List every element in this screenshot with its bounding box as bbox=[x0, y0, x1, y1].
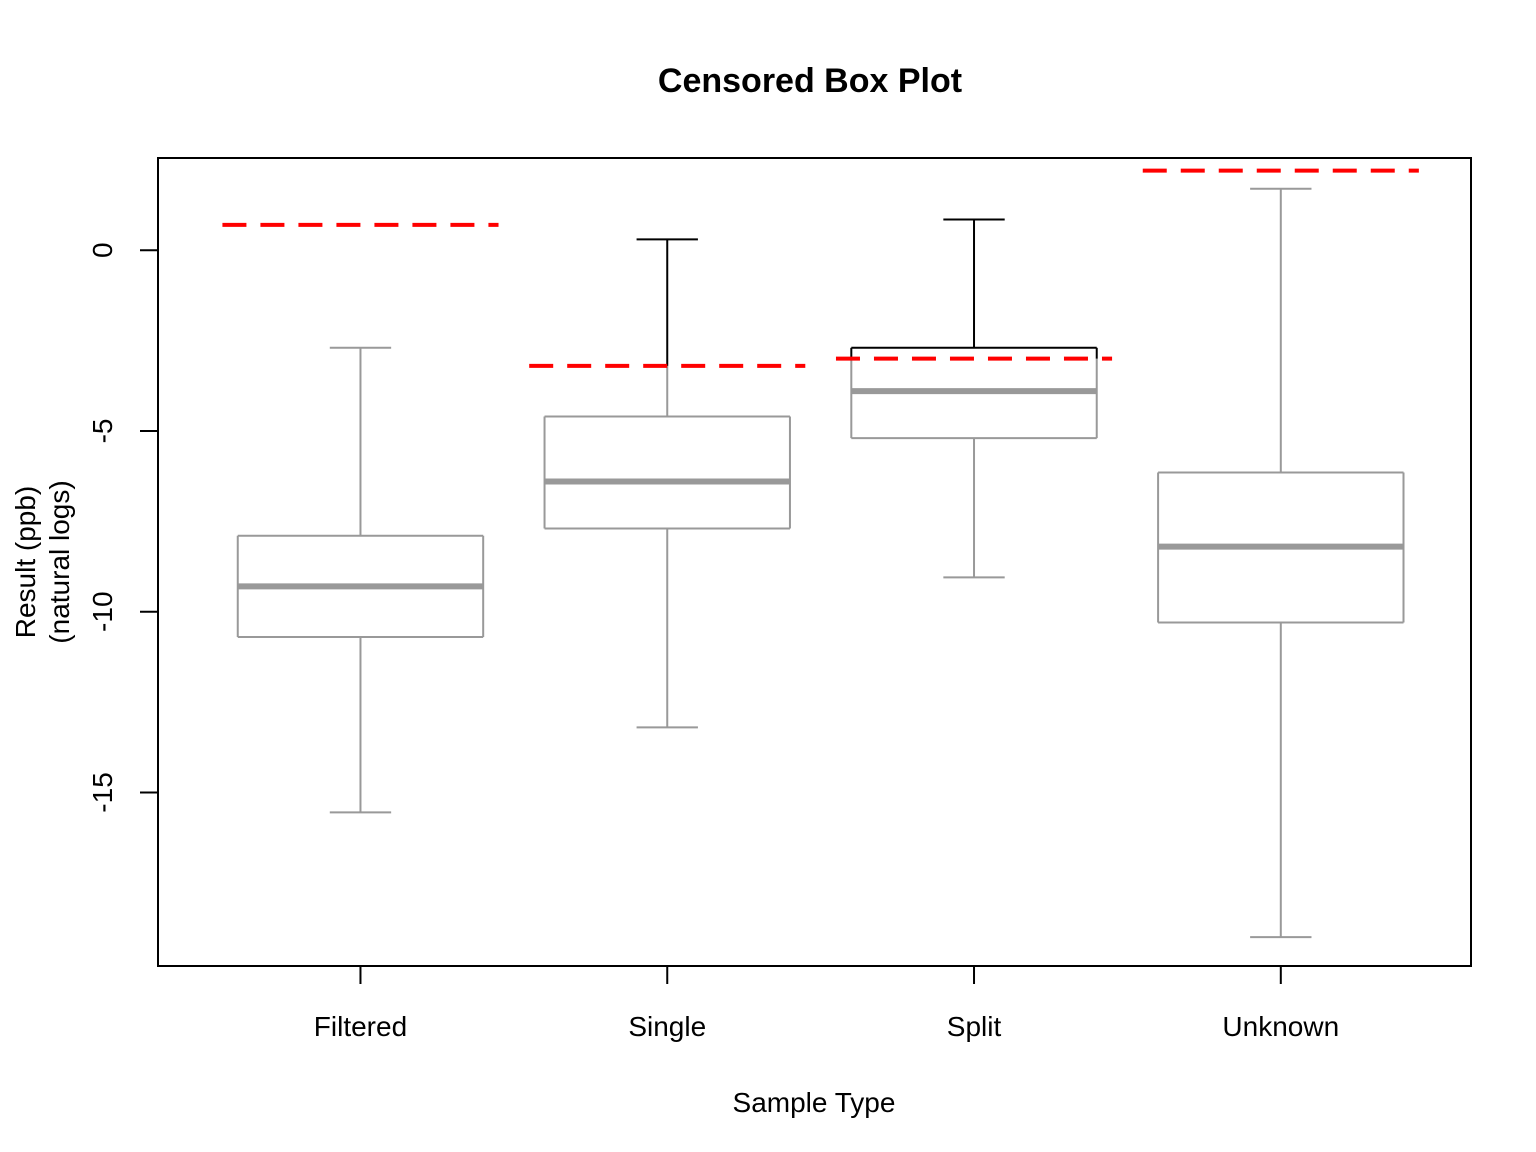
x-axis-label: Sample Type bbox=[733, 1087, 896, 1118]
y-axis: 0 -5 -10 -15 bbox=[87, 242, 158, 813]
plot-frame bbox=[157, 157, 1472, 967]
y-axis-label-line-2: (natural logs) bbox=[44, 480, 75, 643]
y-axis-label-line-1: Result (ppb) bbox=[10, 486, 41, 639]
x-axis: Filtered Single Split Unknown bbox=[314, 966, 1339, 1042]
x-tick-label-unknown: Unknown bbox=[1222, 1011, 1339, 1042]
y-tick-label-neg15: -15 bbox=[87, 772, 118, 812]
box-single bbox=[529, 238, 806, 729]
y-tick-label-neg5: -5 bbox=[87, 418, 118, 443]
y-tick-label-0: 0 bbox=[87, 242, 118, 258]
x-tick-label-split: Split bbox=[947, 1011, 1002, 1042]
x-tick-label-single: Single bbox=[628, 1011, 706, 1042]
box-split bbox=[835, 218, 1113, 579]
box-group bbox=[222, 168, 1419, 939]
box-unknown bbox=[1142, 168, 1419, 939]
chart-title: Censored Box Plot bbox=[658, 62, 962, 100]
x-tick-label-filtered: Filtered bbox=[314, 1011, 407, 1042]
y-tick-label-neg10: -10 bbox=[87, 591, 118, 631]
box-filtered bbox=[222, 222, 499, 814]
